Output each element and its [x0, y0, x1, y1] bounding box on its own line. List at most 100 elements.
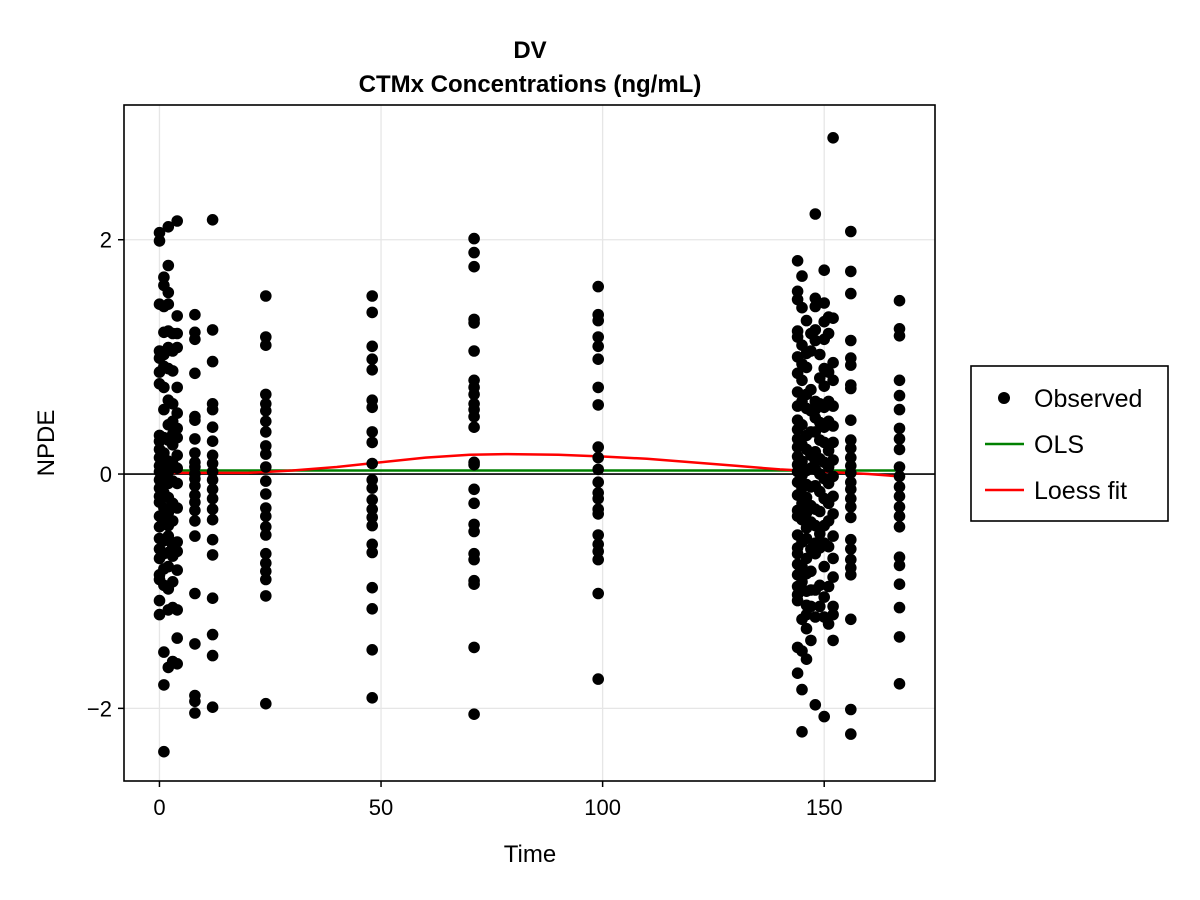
observed-point-403	[827, 600, 839, 613]
observed-point-87	[171, 310, 183, 322]
observed-point-302	[800, 532, 813, 545]
observed-point-197	[468, 317, 480, 329]
observed-point-452	[893, 601, 906, 614]
observed-point-45	[158, 646, 170, 658]
observed-point-116	[189, 480, 201, 492]
observed-point-372	[818, 560, 830, 573]
observed-point-431	[845, 703, 857, 716]
observed-point-415	[845, 434, 857, 446]
observed-point-88	[171, 327, 183, 340]
observed-point-207	[468, 458, 480, 471]
observed-point-387	[822, 580, 835, 593]
observed-point-441	[893, 443, 906, 456]
observed-point-161	[260, 502, 272, 514]
observed-point-103	[171, 658, 183, 670]
observed-point-157	[260, 448, 272, 460]
observed-point-241	[791, 285, 804, 298]
observed-point-132	[206, 421, 219, 434]
observed-point-411	[845, 359, 857, 371]
observed-point-162	[260, 510, 272, 522]
observed-point-170	[260, 697, 272, 710]
observed-point-449	[893, 551, 906, 563]
observed-point-213	[468, 553, 480, 566]
fit-lines	[159, 452, 900, 478]
observed-point-239	[592, 673, 604, 685]
observed-point-269	[791, 667, 804, 679]
observed-point-216	[468, 641, 480, 654]
observed-point-394	[827, 420, 839, 432]
observed-point-407	[845, 265, 857, 278]
observed-point-101	[171, 604, 183, 616]
observed-point-421	[845, 483, 857, 496]
observed-point-182	[366, 482, 379, 494]
x-tick-label-0: 0	[153, 795, 165, 820]
observed-point-167	[260, 565, 272, 578]
observed-point-424	[845, 511, 857, 524]
observed-point-131	[206, 403, 219, 416]
observed-point-440	[893, 433, 906, 445]
observed-point-128	[206, 324, 219, 336]
observed-point-95	[171, 462, 183, 475]
observed-point-402	[827, 571, 839, 583]
observed-point-83	[166, 576, 179, 588]
observed-point-430	[845, 613, 857, 626]
observed-point-26	[158, 271, 170, 284]
observed-point-435	[893, 330, 906, 342]
observed-point-228	[592, 463, 604, 476]
observed-point-390	[827, 312, 839, 325]
x-tick-label-2: 100	[584, 795, 621, 820]
observed-points	[153, 132, 906, 758]
observed-point-178	[366, 426, 379, 438]
observed-point-445	[893, 490, 906, 503]
observed-point-329	[809, 334, 822, 347]
observed-point-159	[260, 475, 272, 487]
observed-point-388	[822, 618, 835, 630]
observed-point-164	[260, 529, 272, 541]
observed-point-64	[162, 530, 175, 542]
observed-point-270	[796, 270, 808, 282]
observed-point-80	[166, 515, 179, 527]
observed-point-184	[366, 503, 379, 515]
observed-point-133	[206, 435, 219, 448]
observed-point-141	[206, 513, 219, 526]
observed-point-175	[366, 364, 379, 376]
observed-point-444	[893, 481, 906, 493]
observed-point-438	[893, 403, 906, 416]
observed-point-204	[468, 410, 480, 423]
observed-point-240	[791, 254, 804, 267]
observed-point-25	[153, 608, 166, 621]
observed-point-234	[592, 529, 604, 541]
observed-point-145	[206, 628, 219, 641]
observed-point-405	[827, 634, 839, 647]
observed-point-326	[809, 292, 822, 305]
observed-point-153	[260, 405, 272, 417]
observed-point-423	[845, 501, 857, 513]
observed-point-312	[805, 383, 817, 396]
observed-point-356	[814, 579, 826, 592]
observed-point-451	[893, 578, 906, 590]
observed-point-188	[366, 546, 379, 559]
observed-point-122	[189, 587, 201, 600]
observed-point-198	[468, 345, 480, 357]
observed-point-48	[162, 221, 175, 233]
observed-point-147	[206, 701, 219, 713]
observed-point-414	[845, 414, 857, 427]
observed-point-50	[162, 286, 175, 299]
observed-point-391	[827, 356, 839, 369]
observed-point-191	[366, 644, 379, 656]
series-line-loess-fit	[159, 452, 900, 478]
observed-point-328	[809, 324, 822, 336]
observed-point-149	[260, 331, 272, 343]
observed-point-93	[171, 431, 183, 444]
observed-point-327	[809, 300, 822, 313]
observed-point-396	[827, 454, 839, 466]
observed-point-92	[171, 422, 183, 435]
observed-point-427	[845, 553, 857, 566]
observed-point-218	[592, 280, 604, 293]
observed-point-171	[366, 290, 379, 302]
observed-point-110	[189, 433, 201, 445]
observed-point-221	[592, 331, 604, 343]
observed-point-91	[171, 407, 183, 419]
observed-point-209	[468, 497, 480, 510]
observed-point-389	[827, 132, 839, 144]
